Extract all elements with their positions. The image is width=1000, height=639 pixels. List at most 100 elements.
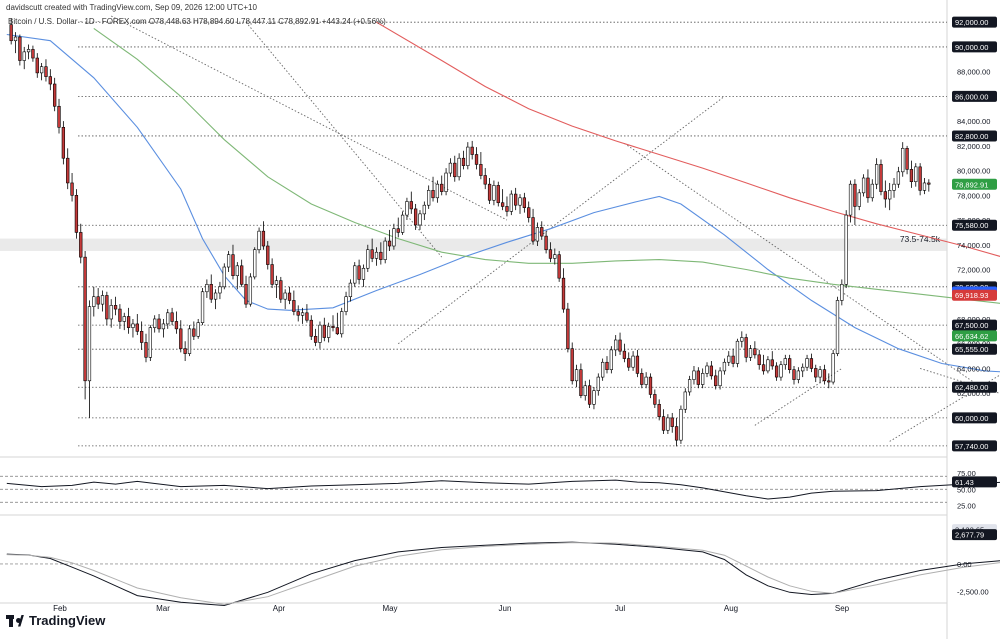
candle[interactable] bbox=[400, 211, 405, 235]
candle[interactable] bbox=[53, 77, 57, 112]
price-tag[interactable]: 65,555.00 bbox=[952, 343, 997, 355]
candle[interactable] bbox=[574, 364, 579, 387]
candle[interactable] bbox=[179, 320, 183, 353]
candle[interactable] bbox=[170, 307, 174, 326]
candle[interactable] bbox=[418, 210, 422, 230]
candle[interactable] bbox=[435, 180, 440, 203]
candle[interactable] bbox=[231, 244, 235, 280]
candle[interactable] bbox=[144, 333, 148, 363]
moving-average-red[interactable] bbox=[376, 21, 1000, 305]
candle[interactable] bbox=[261, 221, 266, 250]
candle[interactable] bbox=[387, 229, 392, 251]
candle[interactable] bbox=[109, 299, 113, 328]
candle[interactable] bbox=[66, 148, 70, 190]
candle[interactable] bbox=[166, 309, 170, 329]
candle[interactable] bbox=[618, 332, 622, 355]
candle[interactable] bbox=[579, 363, 583, 399]
candle[interactable] bbox=[270, 258, 274, 289]
candle[interactable] bbox=[122, 312, 126, 331]
candle[interactable] bbox=[927, 179, 931, 192]
candle[interactable] bbox=[561, 268, 566, 313]
candle[interactable] bbox=[827, 373, 831, 389]
candle[interactable] bbox=[222, 263, 226, 290]
candle[interactable] bbox=[505, 196, 509, 217]
candle[interactable] bbox=[631, 351, 635, 371]
candle[interactable] bbox=[61, 121, 66, 165]
candle[interactable] bbox=[366, 244, 370, 272]
candle[interactable] bbox=[26, 44, 31, 60]
price-tag[interactable]: 69,918.93 bbox=[952, 289, 997, 301]
candle[interactable] bbox=[796, 367, 801, 384]
candle[interactable] bbox=[918, 163, 922, 196]
candle[interactable] bbox=[866, 169, 870, 203]
candle[interactable] bbox=[113, 296, 118, 316]
candle[interactable] bbox=[657, 399, 661, 421]
candle[interactable] bbox=[722, 358, 727, 375]
candle[interactable] bbox=[518, 194, 522, 214]
candle[interactable] bbox=[344, 291, 348, 316]
candle[interactable] bbox=[353, 262, 357, 287]
candle[interactable] bbox=[514, 187, 518, 211]
candle[interactable] bbox=[531, 208, 535, 245]
candle[interactable] bbox=[13, 32, 18, 54]
candle[interactable] bbox=[240, 259, 244, 287]
candle[interactable] bbox=[57, 98, 61, 134]
candle[interactable] bbox=[570, 342, 574, 385]
candle[interactable] bbox=[300, 307, 305, 324]
candle[interactable] bbox=[779, 361, 783, 381]
candle[interactable] bbox=[822, 364, 827, 385]
candle[interactable] bbox=[922, 177, 927, 195]
candle[interactable] bbox=[383, 237, 387, 264]
candle[interactable] bbox=[596, 373, 600, 396]
candle[interactable] bbox=[235, 262, 239, 290]
momentum-tag[interactable]: 2,677.79 bbox=[952, 529, 997, 541]
moving-average-green[interactable] bbox=[93, 27, 1000, 336]
candle[interactable] bbox=[35, 53, 39, 78]
oscillator-tag[interactable]: 61.43 bbox=[952, 476, 997, 488]
candle[interactable] bbox=[135, 314, 139, 336]
price-tag[interactable]: 60,000.00 bbox=[952, 412, 997, 424]
candle[interactable] bbox=[766, 356, 770, 374]
candle[interactable] bbox=[396, 217, 400, 238]
candle[interactable] bbox=[522, 192, 527, 213]
candle[interactable] bbox=[226, 250, 231, 272]
candle[interactable] bbox=[661, 409, 666, 434]
candle[interactable] bbox=[118, 304, 122, 329]
candle[interactable] bbox=[783, 354, 787, 370]
candle[interactable] bbox=[126, 307, 131, 334]
candle[interactable] bbox=[496, 181, 500, 207]
candle[interactable] bbox=[157, 314, 161, 333]
candle[interactable] bbox=[392, 223, 396, 250]
candle[interactable] bbox=[727, 351, 731, 366]
moving-average-blue[interactable] bbox=[6, 33, 1000, 374]
candle[interactable] bbox=[331, 315, 335, 332]
price-tag[interactable]: 82,800.00 bbox=[952, 130, 997, 142]
momentum-series-0[interactable] bbox=[6, 528, 1000, 607]
candle[interactable] bbox=[335, 312, 340, 336]
candle[interactable] bbox=[466, 142, 470, 170]
price-tag[interactable]: 57,740.00 bbox=[952, 440, 997, 452]
candle[interactable] bbox=[427, 185, 431, 209]
candle[interactable] bbox=[801, 363, 805, 378]
candle[interactable] bbox=[370, 238, 374, 263]
candle[interactable] bbox=[244, 275, 248, 308]
candle[interactable] bbox=[279, 276, 283, 303]
candle[interactable] bbox=[79, 223, 83, 264]
candle[interactable] bbox=[788, 354, 792, 374]
candle[interactable] bbox=[683, 388, 687, 413]
candle[interactable] bbox=[131, 318, 135, 338]
candle[interactable] bbox=[635, 349, 640, 378]
candle[interactable] bbox=[853, 179, 857, 225]
candle[interactable] bbox=[544, 231, 548, 254]
candle[interactable] bbox=[761, 354, 766, 375]
candle[interactable] bbox=[292, 290, 296, 316]
candle[interactable] bbox=[714, 369, 718, 390]
candle[interactable] bbox=[205, 279, 209, 298]
candle[interactable] bbox=[844, 210, 848, 289]
candle[interactable] bbox=[748, 344, 753, 362]
candle[interactable] bbox=[31, 45, 35, 62]
candle[interactable] bbox=[257, 227, 261, 254]
price-tag[interactable]: 86,000.00 bbox=[952, 90, 997, 102]
candle[interactable] bbox=[440, 175, 444, 196]
candle[interactable] bbox=[148, 325, 152, 362]
